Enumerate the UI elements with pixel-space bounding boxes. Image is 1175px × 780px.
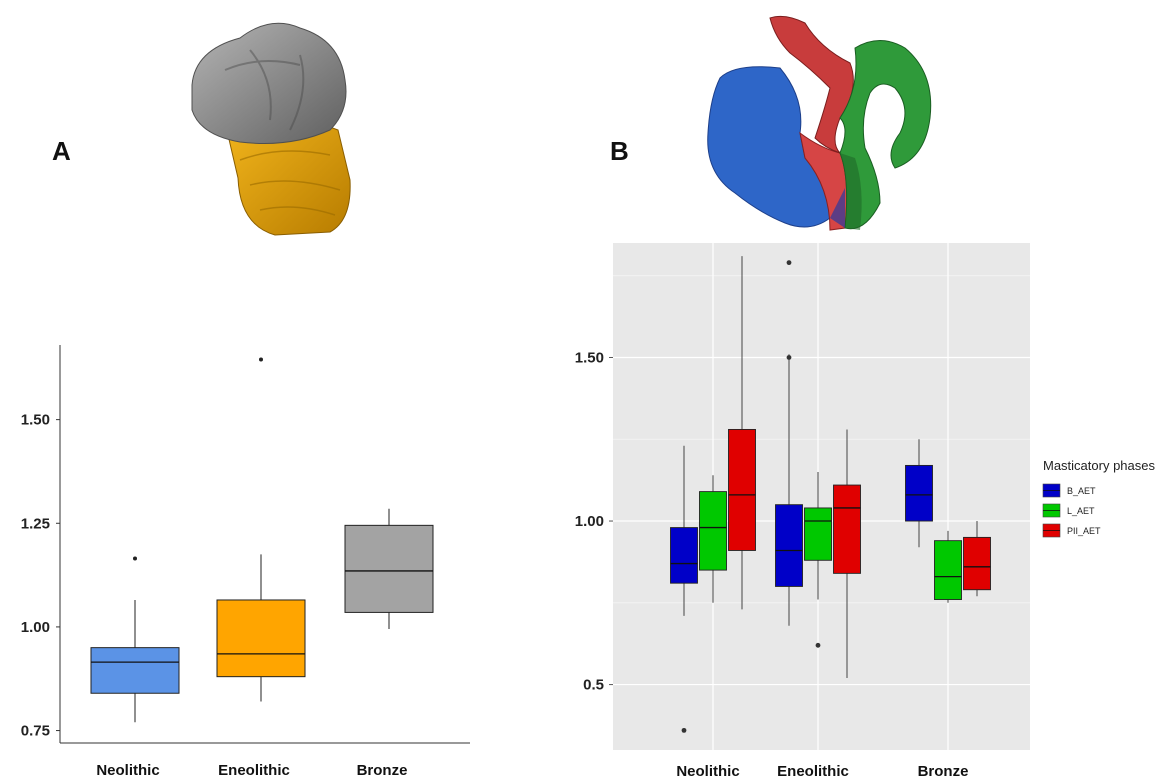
chart-b-y-tick-label: 1.50 — [575, 349, 604, 366]
chart-b-y-tick-label: 1.00 — [575, 513, 604, 530]
outlier-point — [786, 260, 792, 266]
outlier-point — [815, 642, 821, 648]
outlier-point — [259, 357, 263, 362]
chart-a-y-tick-label: 1.00 — [21, 619, 50, 636]
outlier-point — [133, 556, 137, 561]
legend-label: PII_AET — [1067, 526, 1101, 536]
chart-a-y-tick-label: 1.50 — [21, 412, 50, 429]
box — [905, 464, 933, 522]
legend-title: Masticatory phases — [1043, 458, 1155, 473]
box — [963, 536, 991, 591]
chart-a-category-label: Bronze — [357, 762, 408, 779]
chart-a-category-label: Eneolithic — [218, 762, 290, 779]
chart-b-series-l-aet — [699, 471, 962, 648]
legend-label: L_AET — [1067, 506, 1095, 516]
box — [775, 504, 803, 587]
chart-b-legend: Masticatory phases B_AET L_AET PII_AET — [1042, 458, 1155, 538]
box — [670, 527, 698, 584]
chart-b-plot-background — [613, 243, 1030, 750]
panel-b-label: B — [610, 136, 629, 166]
chart-a-box-neolithic — [90, 556, 180, 723]
chart-b-category-label: Bronze — [918, 763, 969, 780]
tooth-segmented-3d-model-icon — [707, 15, 932, 231]
box — [833, 484, 861, 574]
box — [699, 491, 727, 571]
chart-b-category-label: Eneolithic — [777, 763, 849, 780]
outlier-point — [681, 727, 687, 733]
box — [216, 599, 306, 678]
chart-b-series-pii-aet — [728, 256, 991, 679]
chart-a: 0.75 1.00 1.25 1.50 Neolithic Eneolithic Bronz… — [21, 345, 470, 779]
chart-a-y-tick-label: 0.75 — [21, 723, 50, 740]
chart-b-y-tick-label: 0.5 — [583, 677, 604, 694]
panel-a-label: A — [52, 136, 71, 166]
box — [804, 507, 832, 561]
tooth-3d-model-icon — [191, 22, 351, 236]
chart-a-category-label: Neolithic — [96, 762, 159, 779]
box — [90, 647, 180, 694]
box — [728, 428, 756, 551]
chart-a-box-eneolithic — [216, 357, 306, 702]
chart-a-y-tick-label: 1.25 — [21, 515, 50, 532]
outlier-point — [786, 355, 792, 360]
box — [344, 524, 434, 613]
chart-a-box-bronze — [344, 508, 434, 629]
chart-b: 0.5 1.00 1.50 Neolithic Eneolithic Bronze Mast… — [575, 243, 1155, 780]
box — [934, 540, 962, 600]
chart-b-category-label: Neolithic — [676, 763, 739, 780]
chart-b-series-b-aet — [670, 260, 933, 733]
legend-label: B_AET — [1067, 486, 1096, 496]
